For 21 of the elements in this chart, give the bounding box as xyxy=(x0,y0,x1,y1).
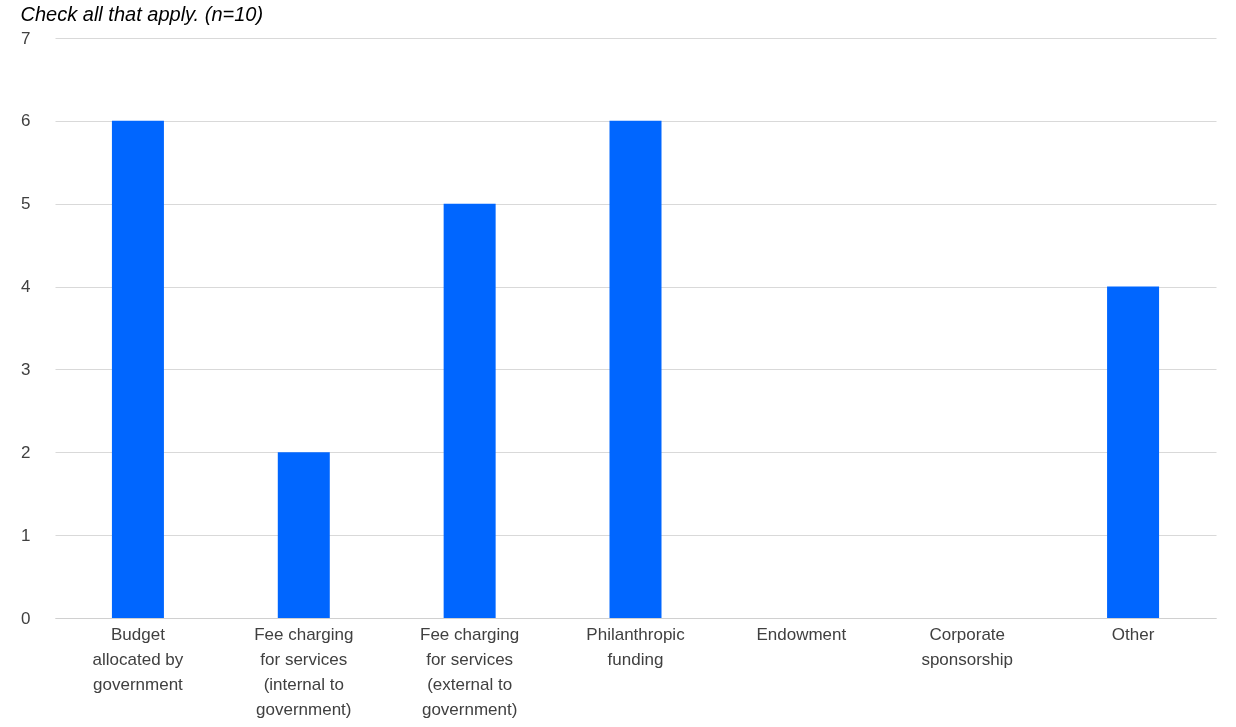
y-tick-label: 5 xyxy=(21,194,31,214)
bar xyxy=(443,203,496,618)
y-tick-label: 6 xyxy=(21,111,31,131)
y-tick-label: 3 xyxy=(21,359,31,379)
x-tick-label: Other xyxy=(1111,624,1155,644)
x-tick-label: Corporate sponsorship xyxy=(921,624,1014,669)
bar xyxy=(609,120,662,618)
x-tick-label: Fee charging for services (external to government) xyxy=(420,624,520,719)
y-tick-label: 4 xyxy=(21,277,31,297)
y-tick-label: 1 xyxy=(21,525,31,545)
y-tick-label: 2 xyxy=(21,442,31,462)
chart-title: Check all that apply. (n=10) xyxy=(20,3,264,25)
bar xyxy=(277,452,330,618)
x-tick-label: Endowment xyxy=(756,624,847,644)
bar xyxy=(111,120,164,618)
y-tick-label: 7 xyxy=(21,28,31,48)
x-tick-label: Philanthropic funding xyxy=(586,624,686,669)
x-tick-label: Fee charging for services (internal to government) xyxy=(254,624,354,719)
x-tick-label: Budget allocated by government xyxy=(92,624,184,694)
y-tick-label: 0 xyxy=(21,608,31,628)
bar xyxy=(1107,286,1160,618)
